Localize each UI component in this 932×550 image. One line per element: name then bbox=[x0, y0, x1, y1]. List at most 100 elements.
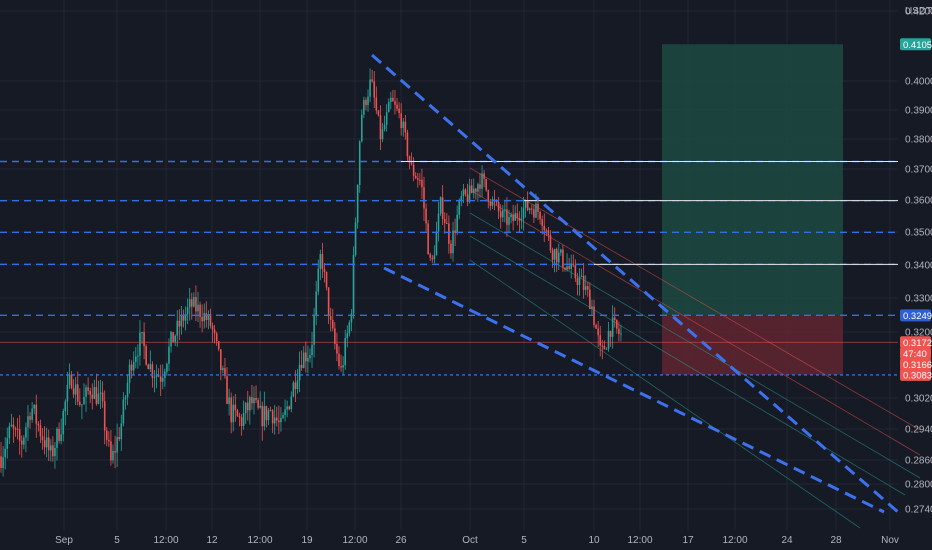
candle-body bbox=[371, 79, 373, 82]
candle-body bbox=[510, 214, 512, 218]
candle-body bbox=[377, 110, 380, 116]
candle-body bbox=[201, 316, 203, 322]
candle-body bbox=[68, 374, 71, 385]
candle-body bbox=[242, 413, 245, 427]
candle-body bbox=[70, 374, 73, 389]
candle-body bbox=[566, 266, 568, 270]
price-badge-label: 47:40 bbox=[903, 349, 927, 360]
candle-body bbox=[323, 269, 326, 272]
candle-body bbox=[33, 404, 36, 409]
candle-body bbox=[394, 101, 396, 105]
candle-body bbox=[369, 79, 371, 97]
time-tick-label: 28 bbox=[830, 535, 842, 546]
candle-body bbox=[103, 401, 106, 431]
candle-body bbox=[43, 440, 46, 448]
candle-body bbox=[522, 207, 525, 219]
candle-body bbox=[309, 355, 311, 359]
candle-body bbox=[325, 271, 328, 288]
candle-body bbox=[232, 404, 235, 423]
candle-body bbox=[161, 377, 164, 382]
candle-body bbox=[95, 387, 98, 404]
candle-body bbox=[350, 313, 353, 323]
candle-body bbox=[20, 440, 23, 445]
candle-body bbox=[400, 113, 402, 128]
candle-body bbox=[570, 263, 573, 269]
candle-body bbox=[446, 223, 448, 225]
candle-body bbox=[2, 457, 4, 468]
candle-body bbox=[616, 319, 618, 329]
candle-body bbox=[365, 99, 367, 106]
time-tick-label: 5 bbox=[114, 535, 120, 546]
price-badge-label: 0.3172 bbox=[903, 338, 932, 349]
candle-body bbox=[607, 331, 610, 349]
time-tick-label: 12:00 bbox=[153, 535, 178, 546]
candle-body bbox=[230, 397, 232, 423]
candle-body bbox=[31, 408, 33, 420]
candle-body bbox=[91, 394, 94, 399]
candle-body bbox=[381, 129, 384, 140]
time-tick-label: 10 bbox=[588, 535, 600, 546]
candle-body bbox=[439, 197, 442, 214]
candle-body bbox=[472, 188, 475, 194]
time-tick-label: Oct bbox=[462, 535, 478, 546]
candle-body bbox=[120, 423, 123, 440]
candle-body bbox=[141, 332, 143, 334]
candle-body bbox=[0, 456, 2, 468]
candle-body bbox=[398, 108, 400, 114]
candle-body bbox=[122, 399, 125, 424]
candle-body bbox=[392, 97, 394, 102]
candle-body bbox=[124, 397, 127, 400]
candle-body bbox=[37, 423, 40, 426]
candle-body bbox=[363, 99, 365, 115]
candle-body bbox=[184, 314, 187, 321]
candle-body bbox=[226, 376, 228, 404]
candle-body bbox=[506, 209, 508, 225]
candle-body bbox=[468, 185, 471, 202]
candle-body bbox=[586, 286, 589, 290]
candle-body bbox=[39, 425, 42, 437]
candle-body bbox=[41, 436, 44, 441]
candle-body bbox=[321, 254, 324, 270]
price-tick-label: 0.2740 bbox=[905, 505, 932, 516]
candle-body bbox=[535, 203, 537, 218]
candle-body bbox=[76, 384, 79, 402]
candle-body bbox=[149, 364, 152, 370]
candle-body bbox=[253, 397, 255, 404]
price-badge bbox=[900, 38, 931, 51]
candle-body bbox=[441, 197, 444, 220]
candle-body bbox=[599, 335, 602, 346]
candle-body bbox=[396, 104, 398, 109]
candle-body bbox=[4, 448, 6, 458]
candle-body bbox=[560, 249, 562, 253]
candle-body bbox=[421, 179, 423, 188]
candle-body bbox=[580, 275, 583, 278]
candle-body bbox=[234, 404, 237, 411]
candle-body bbox=[311, 344, 313, 356]
candle-body bbox=[261, 405, 264, 427]
candle-body bbox=[317, 268, 320, 292]
time-tick-label: Sep bbox=[55, 535, 73, 546]
candle-body bbox=[145, 346, 147, 365]
candle-body bbox=[603, 345, 606, 350]
candle-body bbox=[611, 317, 614, 337]
candle-body bbox=[137, 355, 139, 357]
candle-body bbox=[485, 178, 487, 191]
candle-body bbox=[267, 410, 270, 421]
candle-body bbox=[491, 199, 494, 206]
candle-body bbox=[383, 124, 386, 130]
candle-body bbox=[52, 445, 54, 457]
candle-body bbox=[290, 396, 293, 410]
time-axis[interactable]: Sep 5 12:00 12 12:00 19 12:00 26 Oct 5 10 12:00 17 12… bbox=[55, 535, 899, 546]
stop-zone bbox=[662, 315, 843, 375]
candle-body bbox=[228, 397, 230, 404]
candle-body bbox=[215, 333, 218, 342]
candle-body bbox=[255, 397, 257, 401]
candle-body bbox=[126, 382, 129, 398]
candle-body bbox=[443, 219, 446, 224]
